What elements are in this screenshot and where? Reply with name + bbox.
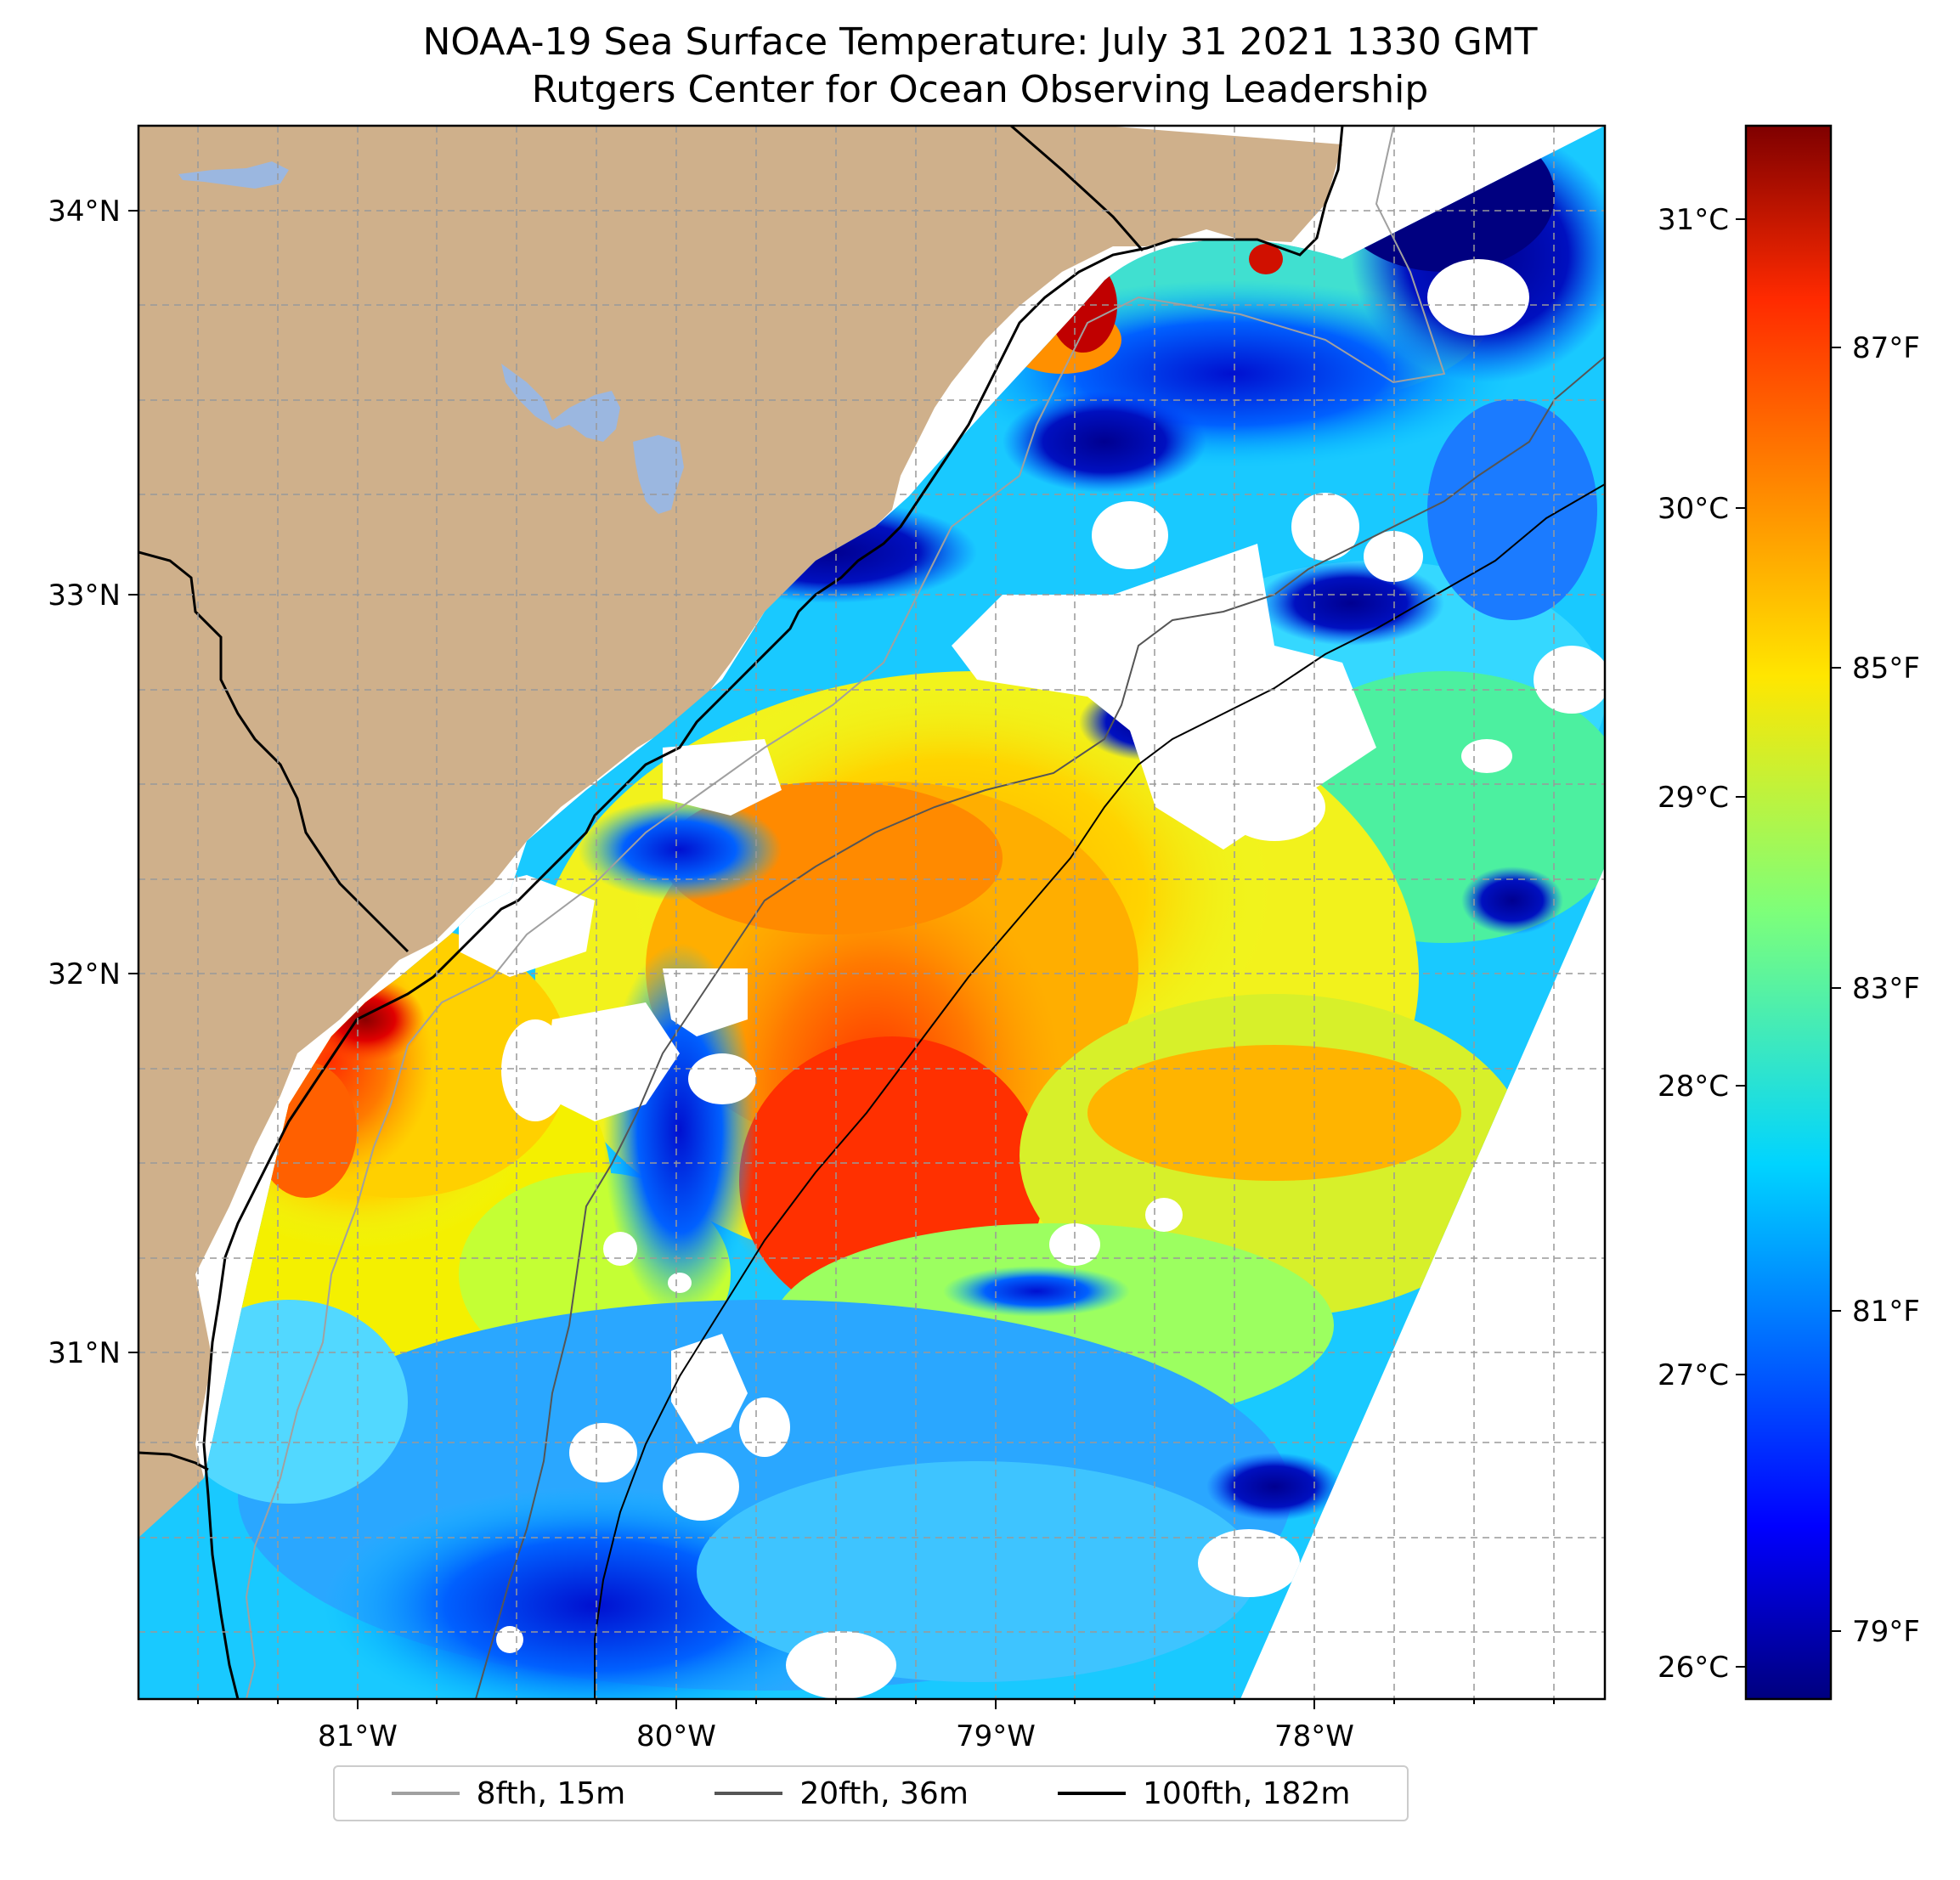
state-border-north bbox=[1010, 126, 1144, 251]
inland-water bbox=[178, 161, 684, 514]
legend-label-20fth: 20fth, 36m bbox=[799, 1776, 969, 1811]
lon-tick-80w: 80°W bbox=[636, 1719, 716, 1753]
isobaths bbox=[245, 127, 1605, 1699]
legend-label-8fth: 8fth, 15m bbox=[476, 1776, 626, 1811]
lat-tick-34n: 34°N bbox=[48, 195, 121, 229]
gridlines bbox=[138, 126, 1605, 1699]
colorbar-f-85: 85°F bbox=[1852, 652, 1920, 686]
colorbar-f-83: 83°F bbox=[1852, 972, 1920, 1006]
coastline bbox=[202, 126, 1344, 1699]
legend-line-20fth bbox=[715, 1792, 783, 1795]
legend-line-100fth bbox=[1058, 1792, 1127, 1795]
lon-tick-79w: 79°W bbox=[956, 1719, 1036, 1753]
colorbar-c-27: 27°C bbox=[1658, 1358, 1729, 1392]
cloud-masks bbox=[459, 259, 1605, 1699]
colorbar bbox=[1744, 124, 1833, 1701]
chart-title: NOAA-19 Sea Surface Temperature: July 31… bbox=[0, 19, 1960, 114]
colorbar-c-28: 28°C bbox=[1658, 1070, 1729, 1104]
state-border bbox=[138, 550, 410, 953]
lat-tick-32n: 32°N bbox=[48, 957, 121, 991]
state-border-south bbox=[138, 1451, 209, 1471]
colorbar-f-87: 87°F bbox=[1852, 331, 1920, 365]
title-line-1: NOAA-19 Sea Surface Temperature: July 31… bbox=[422, 20, 1538, 64]
colorbar-f-81: 81°F bbox=[1852, 1295, 1920, 1329]
colorbar-c-30: 30°C bbox=[1658, 492, 1729, 526]
isobath-20fth-36m bbox=[475, 356, 1605, 1699]
lon-tick-marks bbox=[197, 1699, 1555, 1709]
isobath-legend: 8fth, 15m 20fth, 36m 100fth, 182m bbox=[333, 1765, 1409, 1821]
legend-item-100fth: 100fth, 182m bbox=[1058, 1776, 1350, 1811]
legend-item-8fth: 8fth, 15m bbox=[391, 1776, 626, 1811]
colorbar-c-31: 31°C bbox=[1658, 203, 1729, 237]
colorbar-ticks bbox=[1736, 218, 1841, 1668]
isobath-8fth-15m bbox=[245, 127, 1446, 1699]
colorbar-c-29: 29°C bbox=[1658, 781, 1729, 815]
lat-tick-31n: 31°N bbox=[48, 1336, 121, 1370]
legend-line-8fth bbox=[391, 1792, 460, 1795]
lat-tick-marks bbox=[128, 210, 138, 1353]
map-frame bbox=[137, 124, 1607, 1701]
legend-label-100fth: 100fth, 182m bbox=[1143, 1776, 1351, 1811]
title-line-2: Rutgers Center for Ocean Observing Leade… bbox=[531, 68, 1429, 111]
colorbar-f-79: 79°F bbox=[1852, 1615, 1920, 1649]
lon-tick-78w: 78°W bbox=[1274, 1719, 1354, 1753]
lon-tick-81w: 81°W bbox=[318, 1719, 398, 1753]
legend-item-20fth: 20fth, 36m bbox=[715, 1776, 969, 1811]
lat-tick-33n: 33°N bbox=[48, 579, 121, 613]
colorbar-c-26: 26°C bbox=[1658, 1651, 1729, 1685]
isobath-100fth-182m bbox=[594, 483, 1605, 1699]
